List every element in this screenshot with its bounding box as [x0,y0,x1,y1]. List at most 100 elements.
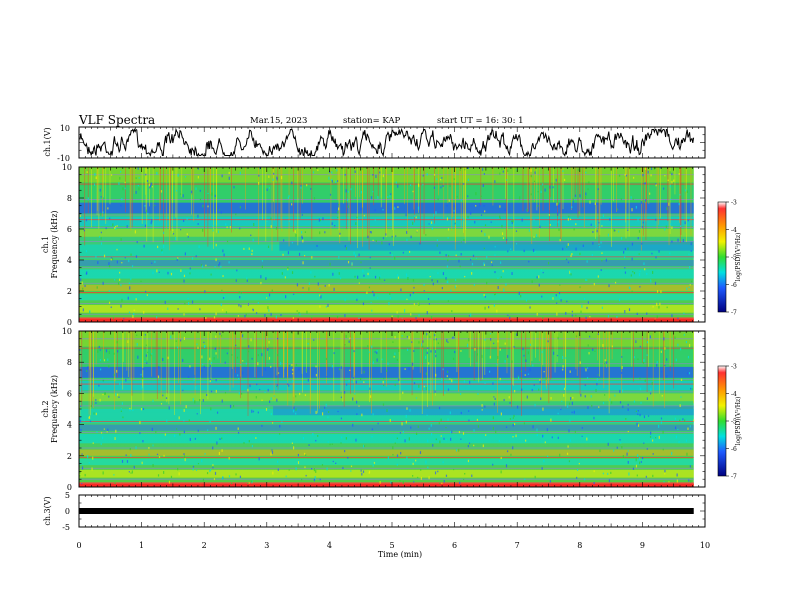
speckle [79,405,82,407]
speckle [307,378,309,382]
speckle [447,388,450,391]
speckle [158,271,160,273]
speckle [535,234,538,237]
speckle [460,438,462,440]
speckle [212,225,214,227]
speckle [228,261,230,264]
speckle [196,343,198,345]
speckle [571,411,573,414]
speckle [214,471,217,475]
speckle [514,389,516,393]
speckle [643,442,645,444]
speckle [627,430,629,433]
speckle [618,298,621,302]
speckle [451,336,454,339]
speckle [435,438,437,441]
speckle [515,434,517,438]
speckle [410,426,412,429]
speckle [170,272,173,276]
speckle [486,281,488,285]
speckle [135,177,137,179]
speckle [604,359,606,362]
speckle [543,370,545,373]
speckle [136,334,138,336]
speckle [440,186,442,189]
speckle [445,254,447,257]
speckle [281,272,283,275]
speckle [605,361,608,364]
speckle [428,223,430,225]
speckle [273,395,275,397]
speckle [392,446,394,450]
speckle [393,355,395,358]
speckle [563,178,566,181]
speckle [392,453,394,456]
speckle [387,456,390,460]
speckle [511,221,513,224]
speckle [220,335,223,337]
speckle [137,184,139,187]
speckle [379,171,381,174]
speckle [525,439,527,442]
speckle [686,452,688,456]
speckle [246,279,248,282]
speckle [304,394,307,396]
speckle [497,355,499,359]
speckle [247,388,249,392]
time-tick-label: 2 [202,541,207,550]
speckle [366,291,368,295]
speckle [154,204,156,207]
speckle [248,440,250,443]
speckle [512,446,514,450]
speckle [209,421,211,423]
speckle [597,333,599,335]
speckle [209,357,211,361]
speckle [390,481,392,484]
speckle [358,405,360,407]
speckle [584,395,586,398]
speckle [652,305,654,308]
speckle [454,285,456,289]
speckle [682,418,684,421]
speckle [324,231,326,234]
speckle [257,302,259,304]
speckle [526,395,528,399]
y-axis-label: Frequency (kHz) [50,210,59,278]
speckle [231,354,233,356]
speckle [135,255,138,258]
speckle [189,272,191,275]
speckle [199,198,202,201]
speckle [105,227,107,230]
speckle [220,265,222,269]
speckle [559,284,561,286]
speckle [239,171,241,175]
speckle [170,475,173,478]
speckle [315,373,318,377]
speckle [492,426,494,430]
speckle [203,365,205,368]
speckle [265,408,268,411]
speckle [300,185,302,187]
speckle [399,432,402,434]
speckle [488,370,491,373]
speckle [594,350,596,352]
speckle [489,332,492,335]
speckle [425,234,427,236]
speckle [183,336,186,341]
speckle [510,248,512,251]
speckle [458,259,460,263]
speckle [645,475,647,478]
speckle [313,468,316,472]
speckle [202,204,204,208]
speckle [360,190,363,194]
speckle [515,333,518,336]
speckle [674,426,677,430]
time-tick-label: 10 [700,541,710,550]
speckle [601,306,603,309]
speckle [237,374,239,377]
speckle [527,351,529,355]
speckle [80,416,82,419]
speckle [539,380,541,384]
speckle [428,476,430,480]
speckle [249,384,251,388]
